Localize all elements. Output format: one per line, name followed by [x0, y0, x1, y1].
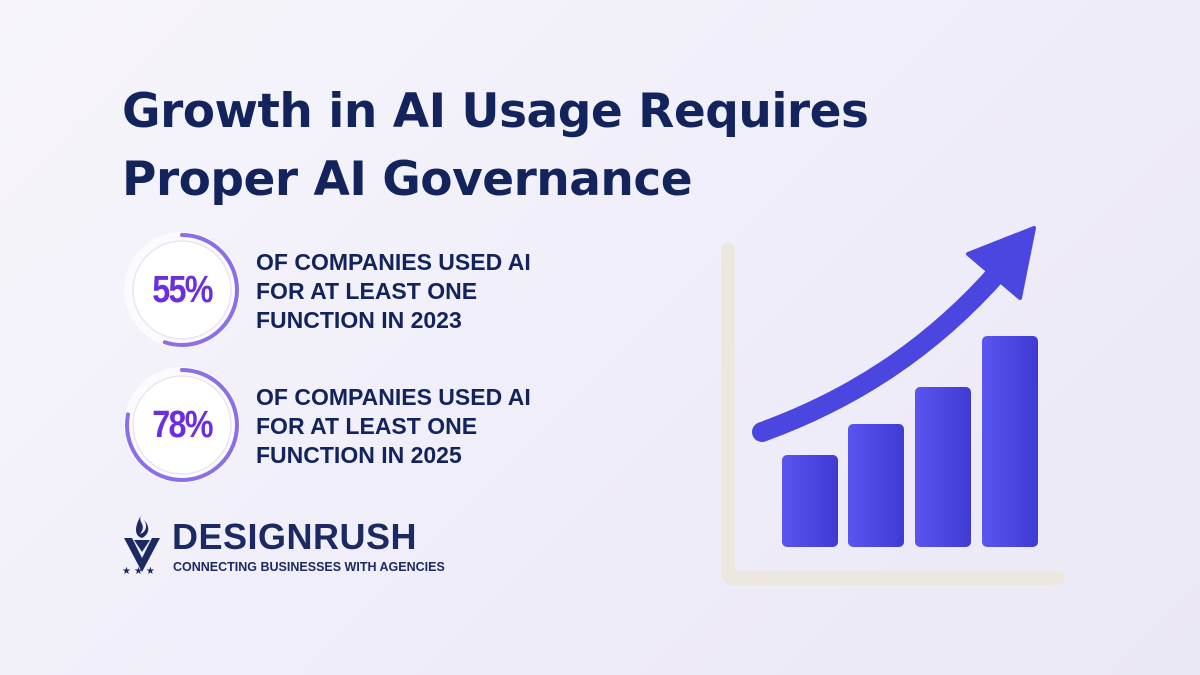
chart-axis: [721, 243, 1065, 585]
progress-ring: [124, 232, 240, 348]
logo-stars: ★★★: [122, 566, 158, 577]
bar-4: [982, 336, 1038, 547]
stat-2023: 55% OF COMPANIES USED AI FOR AT LEAST ONE…: [122, 230, 582, 360]
stat-2025: 78% OF COMPANIES USED AI FOR AT LEAST ONE…: [122, 365, 582, 495]
logo-brand: DESIGNRUSH: [172, 516, 418, 557]
growth-chart-illustration: [721, 226, 1065, 585]
bar-1: [782, 455, 838, 547]
designrush-emblem-icon: [124, 514, 160, 572]
bar-2: [848, 424, 904, 547]
stat-value: 55%: [152, 268, 213, 311]
stat-value: 78%: [152, 403, 213, 446]
bar-3: [915, 387, 971, 547]
stat-description: OF COMPANIES USED AI FOR AT LEAST ONE FUNC…: [256, 249, 531, 333]
progress-ring: [124, 367, 240, 483]
arrow-head-icon: [966, 226, 1036, 300]
growth-arrow: [752, 260, 1010, 442]
stat-description: OF COMPANIES USED AI FOR AT LEAST ONE FUNC…: [256, 384, 531, 468]
logo-tagline: CONNECTING BUSINESSES WITH AGENCIES: [173, 560, 445, 574]
page-title: Growth in AI Usage Requires Proper AI Go…: [122, 84, 869, 207]
designrush-logo: ★★★ DESIGNRUSH CONNECTING BUSINESSES WIT…: [122, 512, 462, 582]
